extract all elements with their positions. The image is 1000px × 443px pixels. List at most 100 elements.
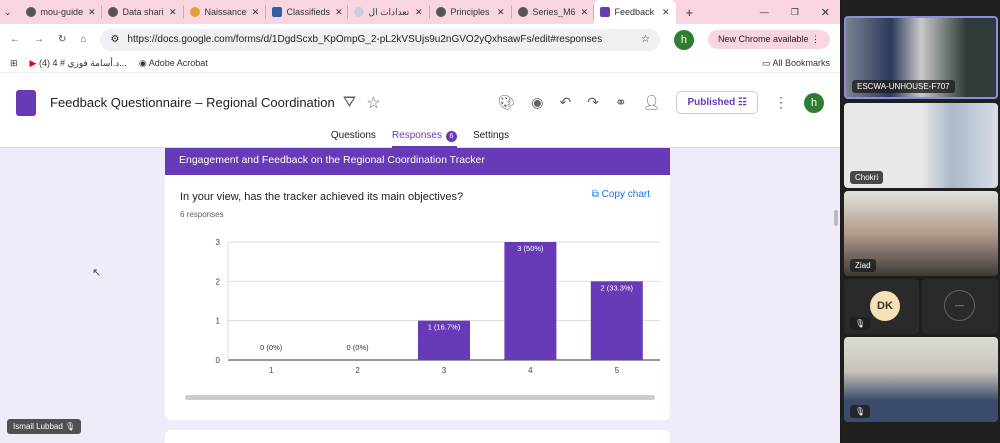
close-icon[interactable]: ✕: [415, 6, 423, 17]
bookmark-item[interactable]: ◉ Adobe Acrobat: [139, 58, 208, 69]
data-label: 0 (0%): [347, 343, 370, 352]
site-icon: [189, 7, 200, 17]
participant-tile[interactable]: —: [922, 279, 998, 334]
close-icon[interactable]: ✕: [335, 6, 343, 17]
data-label: 3 (50%): [517, 244, 544, 253]
profile-avatar[interactable]: h: [673, 29, 694, 50]
account-avatar[interactable]: h: [804, 92, 824, 113]
question-summary-card: In your view, has the tracker achieved i…: [165, 175, 670, 420]
browser-tab-active[interactable]: Feedback ✕: [593, 0, 676, 24]
tab-label: Naissance: [204, 7, 247, 17]
url-input[interactable]: ⚙ https://docs.google.com/forms/d/1DgdScx…: [100, 28, 660, 51]
participant-tile[interactable]: 🎙︎: [844, 337, 998, 422]
x-tick-label: 5: [615, 366, 620, 375]
browser-tab[interactable]: Principles ✕: [430, 5, 512, 19]
participant-name: Ziad: [850, 259, 876, 272]
bar: [590, 281, 643, 360]
vertical-scrollbar[interactable]: [834, 210, 838, 226]
tab-responses[interactable]: Responses 6: [391, 126, 457, 148]
new-chrome-button[interactable]: New Chrome available ⋮: [707, 30, 830, 49]
tab-label: تعدادات ال: [368, 6, 410, 17]
tab-label: Classifieds: [286, 7, 331, 17]
site-info-icon[interactable]: ⚙: [110, 34, 120, 45]
tab-settings[interactable]: Settings: [472, 130, 510, 141]
browser-tab[interactable]: تعدادات ال ✕: [348, 5, 430, 19]
bookmark-item[interactable]: ▶ (4) د.أسامة فوزي # 4...: [30, 58, 127, 69]
x-tick-label: 3: [442, 366, 447, 375]
bar: [418, 320, 470, 360]
question-title: In your view, has the tracker achieved i…: [180, 191, 464, 203]
preview-eye-icon[interactable]: ◉: [531, 94, 544, 110]
browser-tab[interactable]: Series_M6 ✕: [512, 5, 594, 19]
form-tabs: Questions Responses 6 Settings: [0, 126, 840, 148]
tab-label: mou-guide: [40, 7, 84, 17]
minimize-icon[interactable]: —: [759, 7, 769, 17]
close-icon[interactable]: ✕: [497, 6, 505, 17]
published-button[interactable]: Published ☷: [676, 91, 758, 114]
star-icon[interactable]: ☆: [366, 94, 381, 112]
form-header: Feedback Questionnaire – Regional Coordi…: [0, 80, 840, 125]
participant-tile[interactable]: DK 🎙︎: [844, 279, 919, 334]
response-count: 6 responses: [180, 210, 224, 219]
copy-icon: ⧉: [591, 189, 599, 200]
close-icon[interactable]: ✕: [580, 6, 589, 17]
home-icon[interactable]: ⌂: [80, 34, 87, 45]
mic-off-icon: 🎙︎: [65, 422, 76, 431]
more-icon[interactable]: ⋮: [774, 94, 788, 110]
presenter-name-label: Ismail Lubbad 🎙︎: [7, 419, 82, 434]
site-icon: [353, 7, 364, 17]
tab-search-icon[interactable]: ⌄: [4, 6, 12, 17]
x-tick-label: 2: [355, 366, 360, 375]
browser-tab[interactable]: Data shari ✕: [102, 5, 184, 19]
bookmark-label: (4) د.أسامة فوزي # 4...: [38, 58, 127, 68]
horizontal-scrollbar[interactable]: [185, 395, 655, 400]
bookmark-star-icon[interactable]: ☆: [640, 34, 650, 45]
close-icon[interactable]: ✕: [169, 6, 177, 17]
redo-icon[interactable]: ↷: [587, 94, 599, 110]
tab-label: Feedback: [614, 7, 655, 17]
reload-icon[interactable]: ↻: [58, 34, 67, 45]
close-icon[interactable]: ✕: [251, 6, 260, 17]
url-text: https://docs.google.com/forms/d/1DgdScxb…: [127, 34, 603, 45]
move-to-drive-icon[interactable]: ⛛: [342, 93, 357, 111]
close-icon[interactable]: ✕: [662, 6, 670, 17]
folder-icon: ▭: [761, 58, 771, 68]
all-bookmarks-button[interactable]: ▭ All Bookmarks: [762, 58, 830, 69]
forward-icon[interactable]: →: [34, 34, 44, 45]
presenter-name: Ismail Lubbad: [13, 422, 63, 431]
copy-chart-label: Copy chart: [601, 189, 650, 200]
tune-icon: ☷: [738, 97, 747, 108]
video-participants-panel: ESCWA-UNHOUSE-F707 Chokri Ziad DK 🎙︎ — 🎙︎: [841, 0, 1000, 443]
browser-tab[interactable]: mou-guide ✕: [20, 5, 102, 19]
participant-tile[interactable]: Chokri: [844, 103, 998, 188]
forms-logo-icon[interactable]: [16, 89, 36, 116]
add-collaborator-icon[interactable]: 👤︎: [642, 94, 661, 110]
tab-questions[interactable]: Questions: [330, 130, 376, 141]
mouse-cursor-icon: ↖: [92, 267, 102, 279]
browser-window: ⌄ mou-guide ✕ Data shari ✕ Naissance ✕ Clas…: [0, 0, 840, 443]
close-icon[interactable]: ✕: [88, 6, 96, 17]
participant-tile[interactable]: ESCWA-UNHOUSE-F707: [844, 16, 998, 99]
more-participants-icon[interactable]: —: [944, 290, 975, 321]
bookmarks-bar: ⊞ ▶ (4) د.أسامة فوزي # 4... ◉ Adobe Acro…: [0, 55, 840, 73]
back-icon[interactable]: ←: [10, 34, 20, 45]
browser-tab[interactable]: Classifieds ✕: [266, 5, 348, 19]
globe-icon: [25, 7, 36, 17]
bookmark-label: Adobe Acrobat: [148, 58, 208, 68]
new-tab-icon[interactable]: +: [685, 4, 694, 20]
link-icon[interactable]: ⚭: [614, 94, 627, 110]
globe-icon: [517, 7, 528, 17]
participant-tile[interactable]: Ziad: [844, 191, 998, 276]
restore-icon[interactable]: ❐: [790, 6, 799, 17]
apps-icon[interactable]: ⊞: [10, 58, 18, 68]
copy-chart-button[interactable]: ⧉ Copy chart: [592, 189, 650, 200]
window-close-icon[interactable]: ✕: [820, 6, 830, 19]
palette-icon[interactable]: 🎨︎: [497, 94, 516, 110]
tab-label: Responses: [391, 130, 442, 141]
browser-tab[interactable]: Naissance ✕: [184, 5, 266, 19]
tab-strip: ⌄ mou-guide ✕ Data shari ✕ Naissance ✕ Clas…: [0, 0, 840, 24]
form-title[interactable]: Feedback Questionnaire – Regional Coordi…: [50, 95, 335, 110]
responses-count-badge: 6: [445, 131, 457, 142]
tab-label: Principles: [450, 7, 490, 17]
undo-icon[interactable]: ↶: [559, 94, 572, 110]
